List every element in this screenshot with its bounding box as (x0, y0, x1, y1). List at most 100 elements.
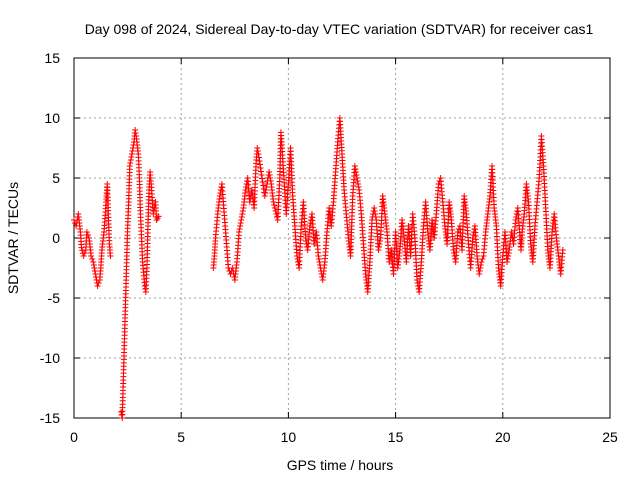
data-point (302, 235, 309, 241)
data-point (263, 184, 270, 190)
data-point (260, 182, 267, 189)
data-point (126, 163, 133, 169)
data-point (237, 220, 244, 226)
data-point (78, 244, 85, 251)
data-point (372, 211, 379, 217)
x-tick-label: 15 (388, 429, 404, 445)
data-point (91, 268, 98, 274)
x-axis-title: GPS time / hours (287, 457, 394, 473)
data-point (476, 268, 483, 274)
y-tick-label: 0 (52, 230, 60, 246)
y-tick-label: -10 (40, 350, 60, 366)
data-point (371, 208, 378, 214)
data-point (355, 184, 362, 190)
data-point (261, 193, 268, 199)
data-point (127, 160, 134, 166)
chart-title: Day 098 of 2024, Sidereal Day-to-day VTE… (85, 21, 594, 37)
data-point (316, 259, 323, 265)
y-tick-label: 10 (44, 110, 60, 126)
data-point (256, 158, 263, 164)
x-tick-label: 10 (281, 429, 297, 445)
data-point (239, 211, 246, 217)
data-point (351, 163, 358, 169)
data-point (118, 409, 125, 415)
data-point (237, 223, 244, 229)
data-point (476, 271, 483, 277)
data-point (128, 151, 135, 157)
data-point (375, 247, 382, 253)
data-point (242, 187, 249, 193)
data-point (262, 187, 269, 193)
data-point (376, 241, 383, 247)
data-point (479, 256, 486, 262)
data-point (505, 250, 512, 256)
data-point (107, 253, 114, 259)
data-point (270, 199, 277, 205)
data-point (89, 256, 96, 262)
data-point (353, 172, 360, 178)
data-point (372, 214, 379, 220)
data-point (354, 175, 361, 181)
data-point (132, 127, 139, 133)
data-point (84, 232, 91, 238)
data-point (90, 259, 97, 265)
data-point (315, 253, 322, 259)
x-tick-label: 0 (70, 429, 78, 445)
x-tick-label: 25 (602, 429, 618, 445)
y-axis-title: SDTVAR / TECUs (5, 182, 21, 294)
data-point (258, 168, 265, 175)
data-point (259, 179, 266, 185)
data-point (559, 247, 566, 253)
data-point (132, 130, 139, 136)
data-point (266, 169, 273, 175)
data-point (94, 283, 101, 289)
data-point (256, 161, 263, 168)
data-point (259, 175, 266, 182)
data-point (95, 280, 102, 286)
data-point (88, 253, 95, 259)
data-point (377, 238, 384, 244)
data-point (129, 148, 136, 154)
data-point (505, 253, 512, 259)
data-point (255, 154, 262, 161)
data-point (127, 157, 134, 163)
data-point (508, 229, 515, 235)
axis-ticks: 0 5 10 15 20 25 -15 -10 -5 0 5 10 15 (40, 50, 618, 445)
data-point (375, 244, 382, 250)
data-point (477, 262, 484, 268)
data-point (477, 265, 484, 271)
data-point (504, 256, 511, 262)
data-point (386, 259, 393, 265)
data-point (267, 175, 274, 181)
x-tick-label: 20 (495, 429, 511, 445)
x-tick-label: 5 (177, 429, 185, 445)
data-point (254, 148, 261, 154)
data-point (352, 169, 359, 175)
data-point (238, 214, 245, 220)
data-point (267, 178, 274, 184)
data-point (315, 256, 322, 262)
grid (74, 58, 610, 418)
data-point (81, 250, 88, 256)
data-point (155, 213, 162, 220)
data-point (355, 181, 362, 187)
data-point (91, 265, 98, 271)
data-point (271, 205, 278, 211)
data-point (257, 165, 264, 171)
data-point (80, 253, 87, 259)
data-point (354, 178, 361, 184)
data-point (236, 229, 243, 235)
y-tick-label: 15 (44, 50, 60, 66)
data-point (262, 190, 269, 196)
data-point (352, 166, 359, 172)
data-point (271, 202, 278, 208)
data-point (478, 259, 485, 265)
data-point (90, 262, 97, 268)
data-point (128, 154, 135, 160)
data-point (83, 229, 90, 235)
y-tick-label: -15 (40, 410, 60, 426)
data-point (504, 259, 511, 265)
data-point (371, 205, 378, 211)
data-point (254, 145, 261, 151)
